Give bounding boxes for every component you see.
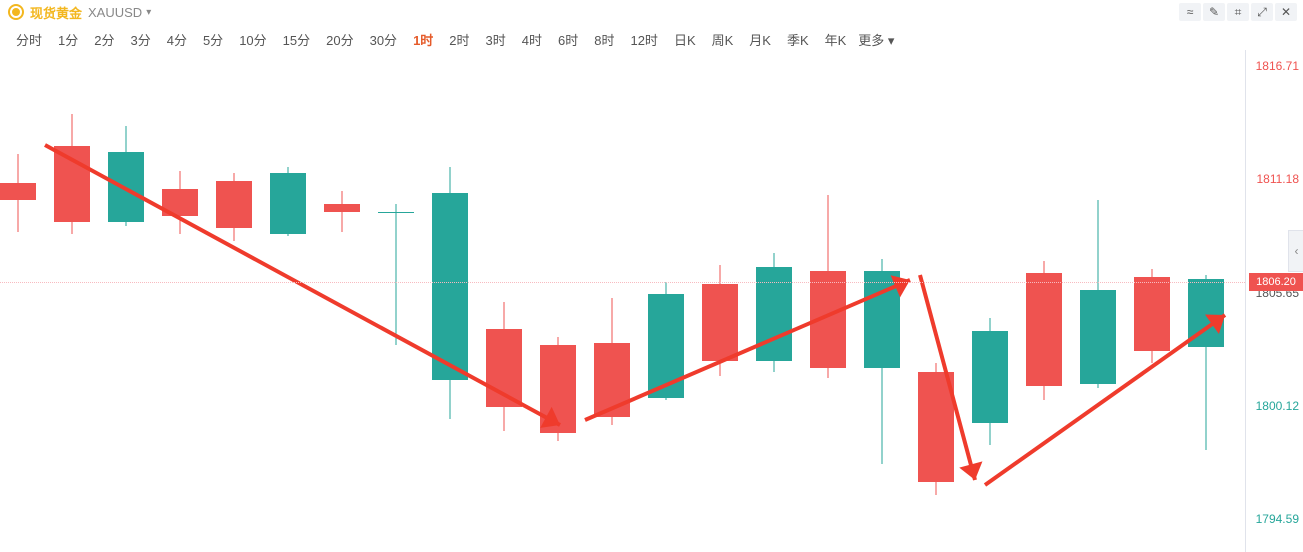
indicator-icon[interactable]: ≈: [1179, 3, 1201, 21]
timeframe-12时[interactable]: 12时: [622, 28, 665, 51]
timeframe-8时[interactable]: 8时: [586, 28, 622, 51]
timeframe-3分[interactable]: 3分: [122, 28, 158, 51]
asset-icon: [8, 4, 24, 20]
candle: [378, 50, 414, 552]
candle: [864, 50, 900, 552]
candle: [108, 50, 144, 552]
collapse-panel-button[interactable]: ‹: [1288, 230, 1303, 272]
timeframe-季K[interactable]: 季K: [779, 28, 817, 51]
timeframe-15分[interactable]: 15分: [275, 28, 318, 51]
close-icon[interactable]: ✕: [1275, 3, 1297, 21]
candle: [1134, 50, 1170, 552]
timeframe-30分[interactable]: 30分: [362, 28, 405, 51]
timeframe-5分[interactable]: 5分: [195, 28, 231, 51]
candle: [162, 50, 198, 552]
candle: [54, 50, 90, 552]
candle: [270, 50, 306, 552]
timeframe-more[interactable]: 更多 ▾: [854, 28, 898, 51]
asset-symbol[interactable]: XAUUSD: [88, 5, 142, 20]
timeframe-日K[interactable]: 日K: [666, 28, 704, 51]
y-axis-label: 1816.71: [1256, 59, 1299, 73]
current-price-tag: 1806.20: [1249, 273, 1303, 291]
candle: [324, 50, 360, 552]
timeframe-周K[interactable]: 周K: [704, 28, 742, 51]
draw-icon[interactable]: ✎: [1203, 3, 1225, 21]
candle: [648, 50, 684, 552]
candle: [972, 50, 1008, 552]
candle-icon[interactable]: ⌗: [1227, 3, 1249, 21]
timeframe-1分[interactable]: 1分: [50, 28, 86, 51]
chart-area[interactable]: [0, 50, 1245, 552]
candle: [594, 50, 630, 552]
y-axis: 1816.711811.181805.651800.121794.591806.…: [1245, 50, 1303, 552]
symbol-dropdown-icon[interactable]: ▾: [146, 7, 151, 18]
candle: [486, 50, 522, 552]
y-axis-label: 1794.59: [1256, 512, 1299, 526]
timeframe-10分[interactable]: 10分: [231, 28, 274, 51]
candle: [0, 50, 36, 552]
timeframe-4时[interactable]: 4时: [514, 28, 550, 51]
timeframe-20分[interactable]: 20分: [318, 28, 361, 51]
trend-arrow: [585, 280, 910, 420]
timeframe-1时[interactable]: 1时: [405, 28, 441, 51]
candle: [1026, 50, 1062, 552]
candle: [918, 50, 954, 552]
candle: [540, 50, 576, 552]
fullscreen-icon[interactable]: ⤢: [1251, 3, 1273, 21]
candle: [216, 50, 252, 552]
current-price-line: [0, 282, 1245, 283]
timeframe-分时[interactable]: 分时: [8, 28, 50, 51]
timeframe-6时[interactable]: 6时: [550, 28, 586, 51]
candle: [702, 50, 738, 552]
candle: [1188, 50, 1224, 552]
candle: [756, 50, 792, 552]
candle: [810, 50, 846, 552]
timeframe-2分[interactable]: 2分: [86, 28, 122, 51]
timeframe-4分[interactable]: 4分: [159, 28, 195, 51]
timeframe-年K[interactable]: 年K: [817, 28, 855, 51]
timeframe-bar: 分时1分2分3分4分5分10分15分20分30分1时2时3时4时6时8时12时日…: [8, 28, 898, 51]
asset-title: 现货黄金: [30, 3, 82, 22]
candle: [432, 50, 468, 552]
candle: [1080, 50, 1116, 552]
timeframe-2时[interactable]: 2时: [441, 28, 477, 51]
toolbar-top-right: ≈✎⌗⤢✕: [1179, 3, 1297, 21]
y-axis-label: 1800.12: [1256, 399, 1299, 413]
timeframe-月K[interactable]: 月K: [741, 28, 779, 51]
timeframe-3时[interactable]: 3时: [478, 28, 514, 51]
y-axis-label: 1811.18: [1257, 172, 1300, 186]
